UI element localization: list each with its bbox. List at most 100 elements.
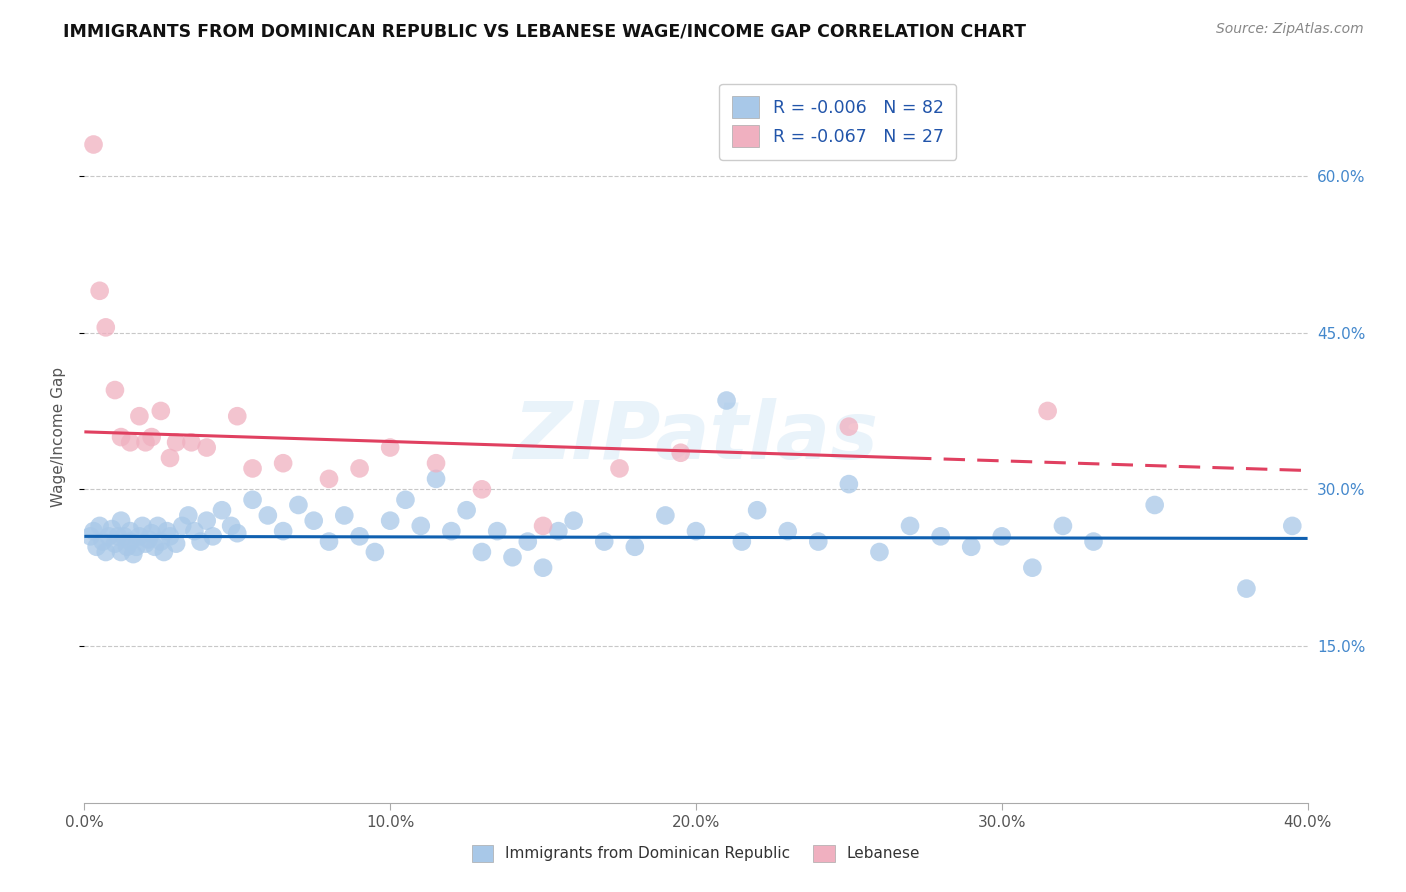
Point [838,477,860,491]
Point [257,508,280,523]
Point [120,534,142,549]
Point [149,404,172,418]
Point [409,519,432,533]
Point [115,540,138,554]
Point [180,435,202,450]
Text: Source: ZipAtlas.com: Source: ZipAtlas.com [1216,22,1364,37]
Point [271,524,294,538]
Point [110,430,132,444]
Point [807,534,830,549]
Point [195,514,218,528]
Point [190,534,212,549]
Point [79,529,101,543]
Point [153,545,176,559]
Point [89,284,111,298]
Point [669,446,692,460]
Point [838,419,860,434]
Point [159,529,181,543]
Point [349,461,371,475]
Point [110,545,132,559]
Point [380,441,402,455]
Point [131,519,153,533]
Text: IMMIGRANTS FROM DOMINICAN REPUBLIC VS LEBANESE WAGE/INCOME GAP CORRELATION CHART: IMMIGRANTS FROM DOMINICAN REPUBLIC VS LE… [63,22,1026,40]
Point [141,430,163,444]
Point [929,529,952,543]
Point [156,524,179,538]
Legend: Immigrants from Dominican Republic, Lebanese: Immigrants from Dominican Republic, Leba… [465,838,927,868]
Point [149,534,172,549]
Point [1236,582,1258,596]
Point [89,519,111,533]
Point [125,540,148,554]
Point [547,524,569,538]
Point [271,456,294,470]
Point [165,435,187,450]
Point [716,393,738,408]
Point [991,529,1014,543]
Point [531,560,554,574]
Point [219,519,242,533]
Point [440,524,463,538]
Point [135,435,157,450]
Point [1052,519,1074,533]
Point [318,534,340,549]
Point [83,137,105,152]
Point [195,441,218,455]
Point [531,519,554,533]
Point [609,461,631,475]
Point [380,514,402,528]
Point [960,540,983,554]
Point [112,529,135,543]
Point [226,409,249,424]
Point [159,450,181,465]
Point [471,545,494,559]
Point [685,524,707,538]
Point [869,545,891,559]
Point [302,514,325,528]
Point [104,383,127,397]
Point [1083,534,1105,549]
Point [172,519,194,533]
Point [201,529,224,543]
Point [97,529,120,543]
Point [287,498,309,512]
Point [83,524,105,538]
Point [349,529,371,543]
Point [141,526,163,541]
Point [242,461,264,475]
Point [110,514,132,528]
Point [624,540,647,554]
Point [211,503,233,517]
Point [1036,404,1059,418]
Text: ZIPatlas: ZIPatlas [513,398,879,476]
Point [486,524,509,538]
Point [183,524,205,538]
Point [364,545,387,559]
Point [593,534,616,549]
Point [120,524,142,538]
Point [654,508,676,523]
Point [318,472,340,486]
Point [425,472,447,486]
Point [107,529,129,543]
Point [165,536,187,550]
Point [731,534,754,549]
Point [516,534,538,549]
Point [226,526,249,541]
Point [776,524,799,538]
Point [104,536,127,550]
Point [94,545,117,559]
Y-axis label: Wage/Income Gap: Wage/Income Gap [51,367,66,508]
Point [135,536,157,550]
Point [425,456,447,470]
Point [120,435,142,450]
Point [502,550,524,565]
Point [146,519,169,533]
Point [562,514,585,528]
Point [138,533,160,547]
Point [471,483,494,497]
Point [177,508,200,523]
Point [1143,498,1166,512]
Point [91,534,114,549]
Point [128,409,150,424]
